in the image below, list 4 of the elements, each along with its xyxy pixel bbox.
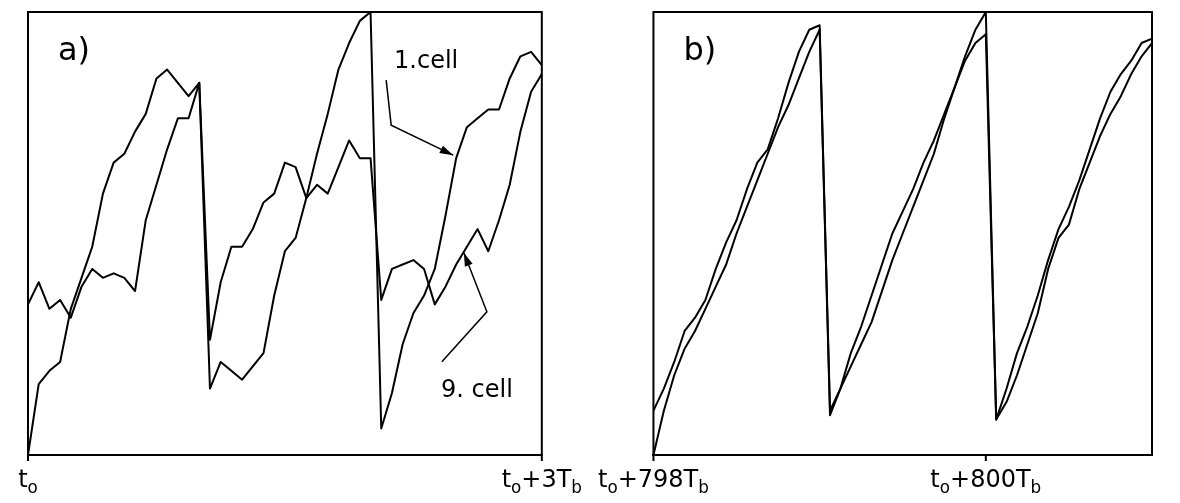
text: a) bbox=[58, 30, 91, 68]
text: b) bbox=[683, 30, 717, 68]
series-label: 1.cell bbox=[394, 46, 459, 75]
text: 9. cell bbox=[440, 374, 513, 403]
